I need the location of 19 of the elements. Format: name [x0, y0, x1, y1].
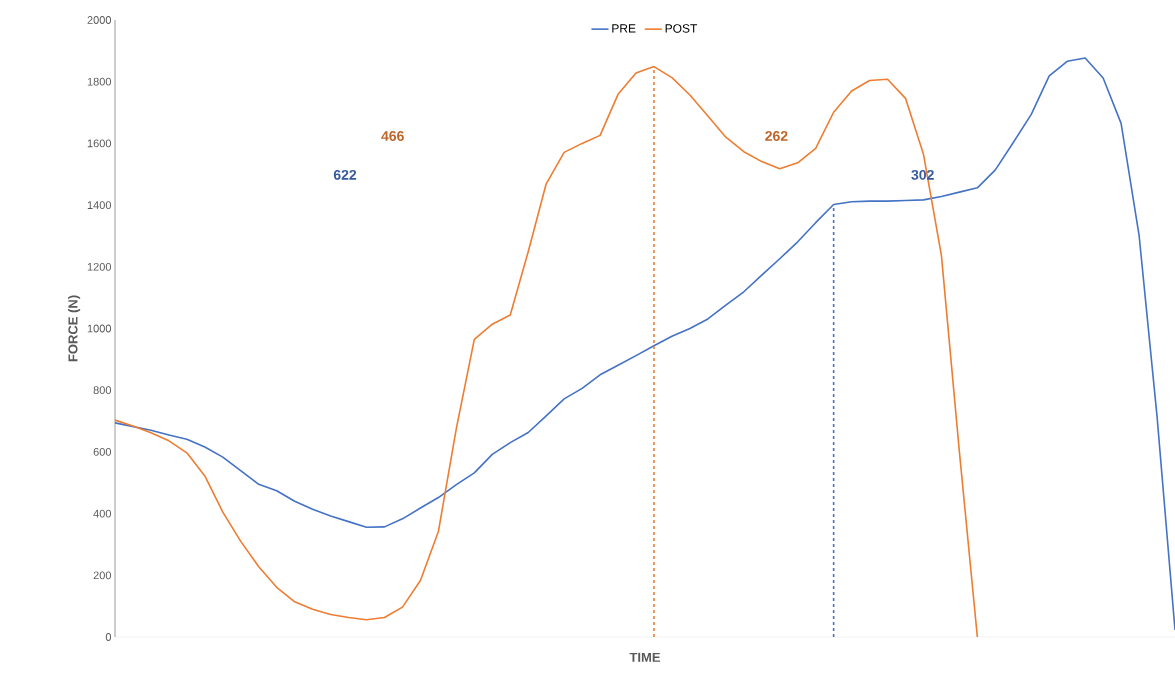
legend-label: POST	[665, 24, 698, 33]
y-tick-label: 1200	[87, 262, 112, 271]
y-tick-label: 800	[93, 386, 112, 395]
y-tick-label: 1000	[87, 324, 112, 333]
y-tick-label: 1600	[87, 139, 112, 148]
legend-label: PRE	[612, 24, 636, 33]
x-axis-title: TIME	[629, 652, 661, 662]
y-tick-label: 1400	[87, 201, 112, 209]
y-tick-label: 200	[93, 571, 112, 580]
y-tick-label: 2000	[87, 16, 112, 24]
line-series	[114, 65, 979, 638]
y-tick-label: 400	[93, 509, 112, 518]
annotation: 622	[333, 169, 357, 180]
y-tick-label: 600	[93, 448, 112, 456]
annotation: 466	[381, 131, 404, 141]
y-tick-label: 0	[105, 633, 112, 641]
annotation: 262	[765, 131, 788, 141]
y-tick-label: 1800	[87, 77, 112, 86]
y-axis-title: FORCE (N)	[68, 295, 81, 362]
